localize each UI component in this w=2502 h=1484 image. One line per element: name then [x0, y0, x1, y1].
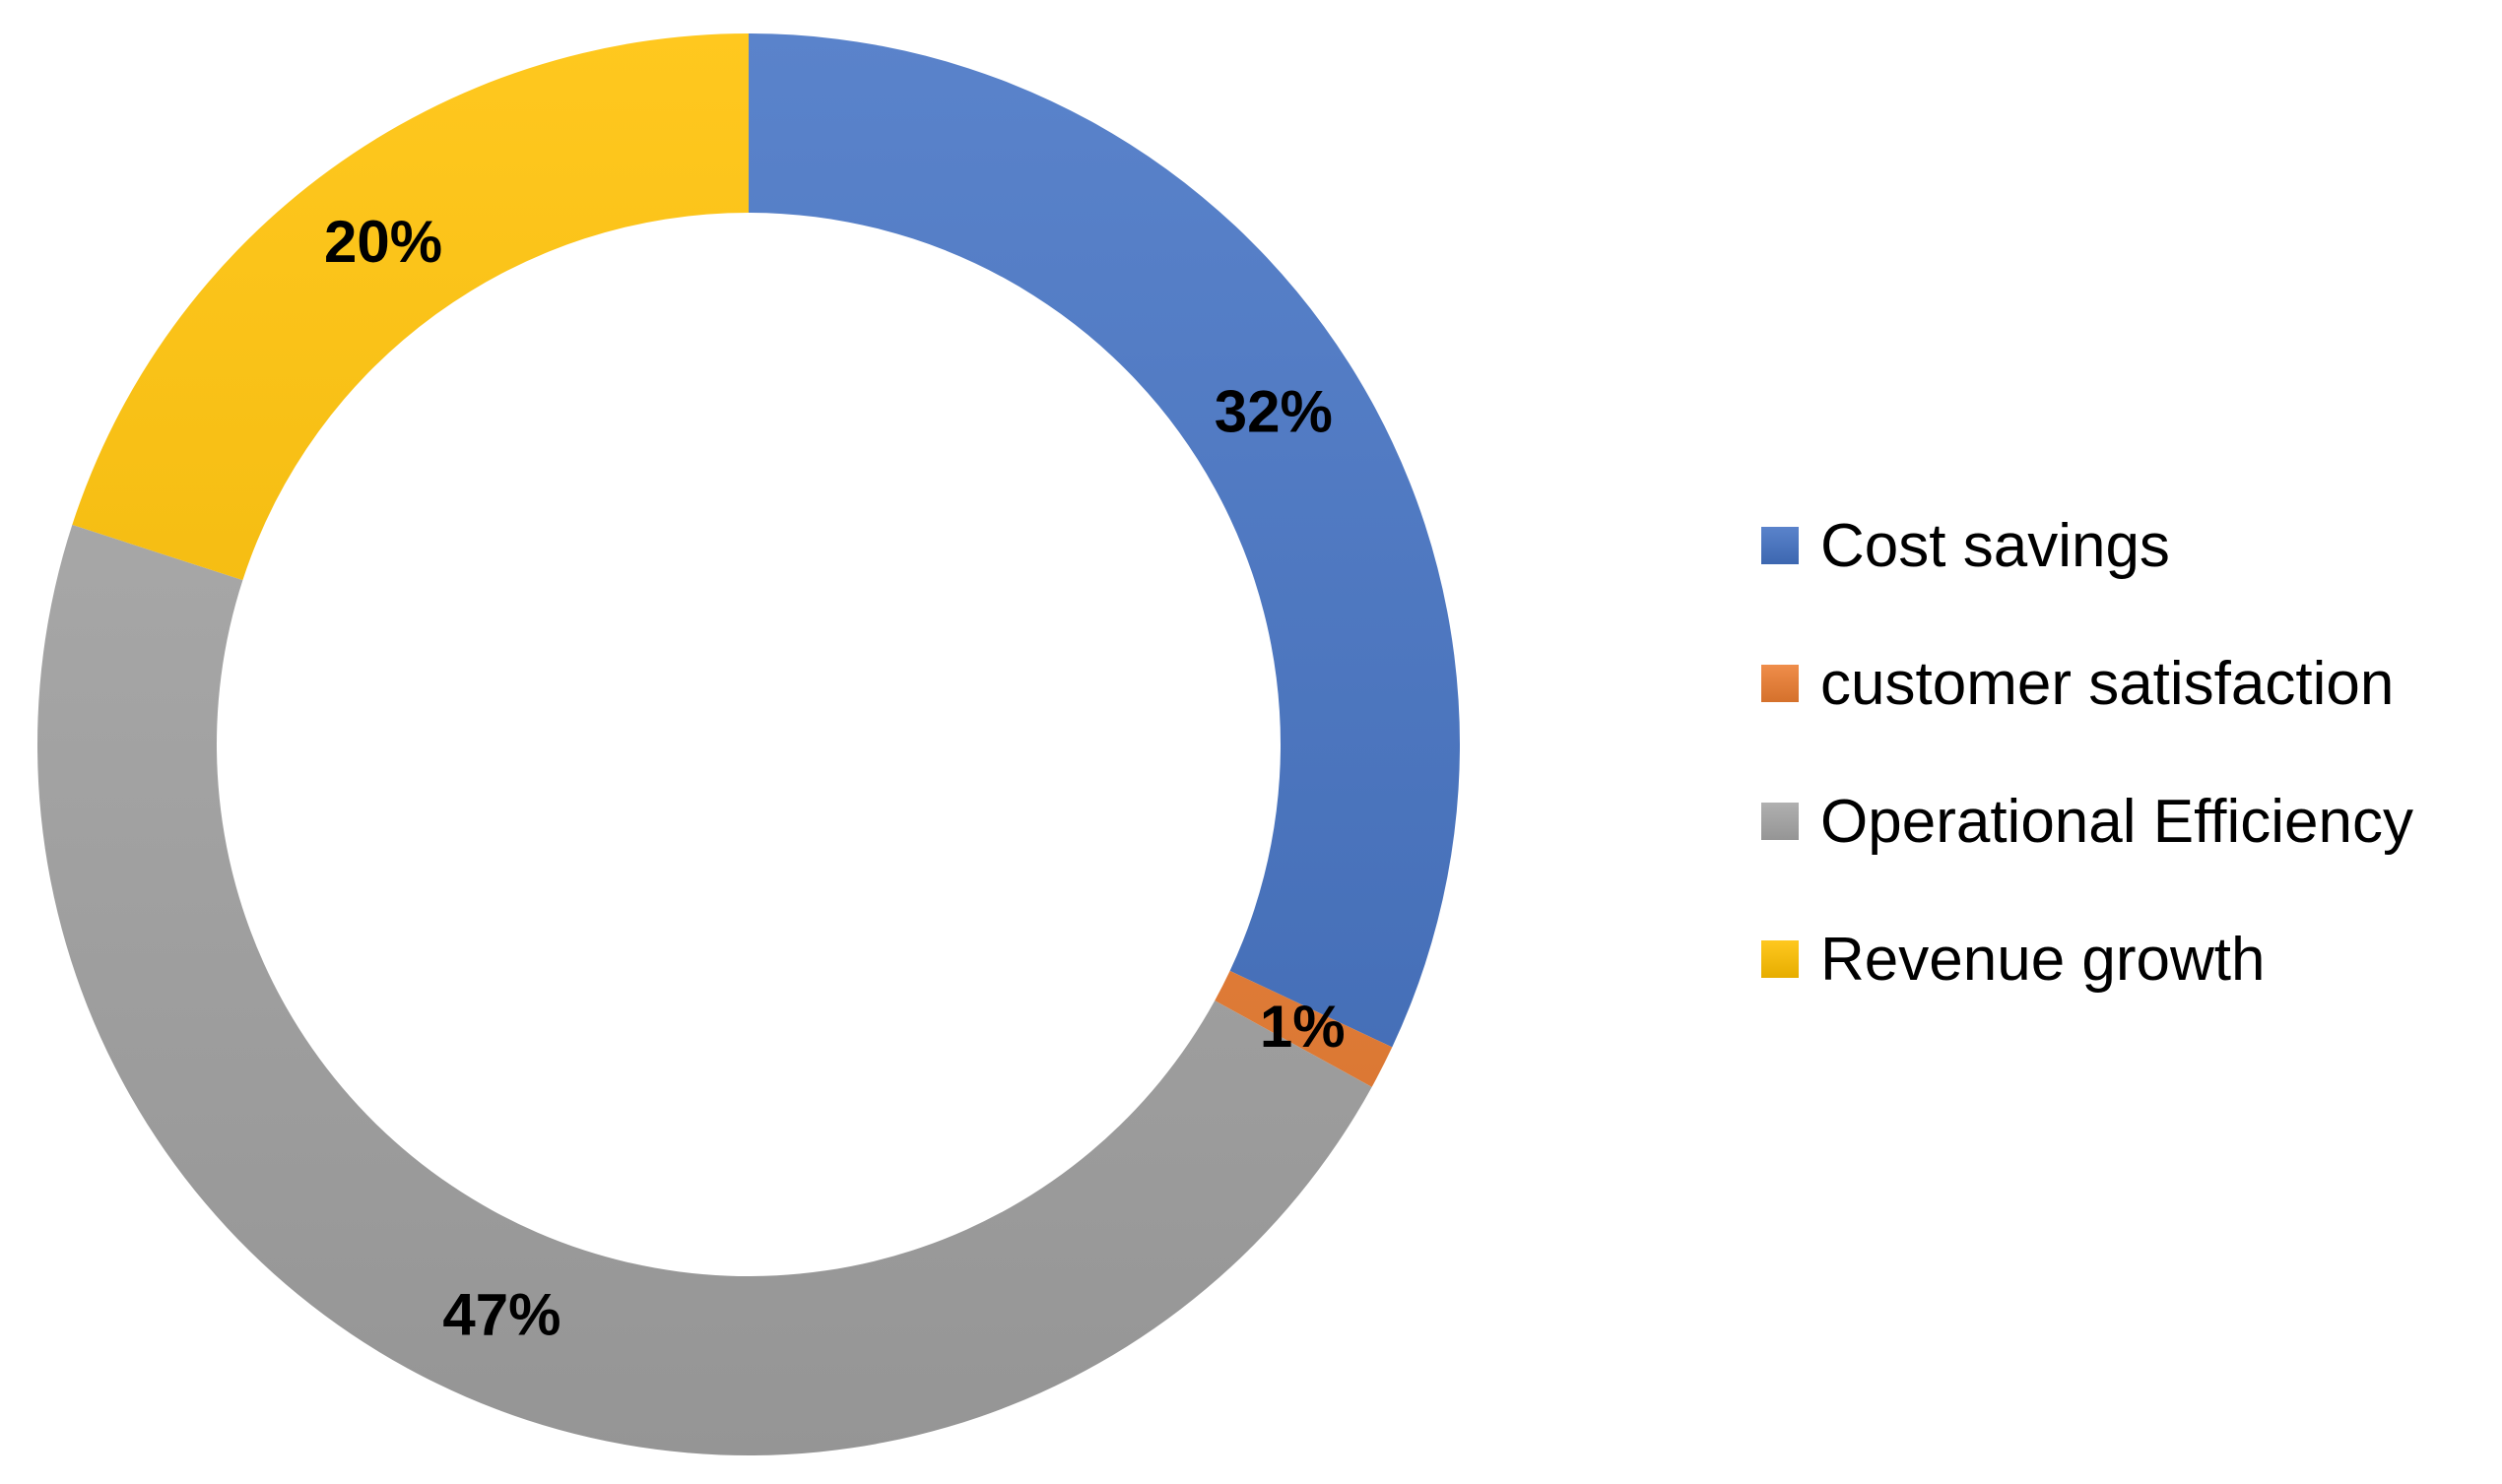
legend-label: Cost savings	[1820, 511, 2170, 580]
legend-swatch-customer-satisfaction	[1761, 665, 1799, 702]
legend-label: Revenue growth	[1820, 925, 2266, 994]
legend-swatch-operational-efficiency	[1761, 803, 1799, 840]
legend-item-cost-savings: Cost savings	[1761, 511, 2413, 580]
legend-label: Operational Efficiency	[1820, 787, 2413, 856]
legend-item-operational-efficiency: Operational Efficiency	[1761, 787, 2413, 856]
data-label-customer-satisfaction: 1%	[1260, 994, 1346, 1060]
donut-slice-revenue-growth	[72, 33, 749, 581]
legend-swatch-cost-savings	[1761, 527, 1799, 564]
slices-group	[36, 33, 1460, 1456]
data-label-revenue-growth: 20%	[324, 209, 442, 275]
data-label-cost-savings: 32%	[1215, 378, 1333, 444]
legend: Cost savings customer satisfaction Operati…	[1761, 512, 2413, 1064]
legend-item-revenue-growth: Revenue growth	[1761, 925, 2413, 994]
donut-slice-operational-efficiency	[36, 524, 1372, 1456]
data-label-operational-efficiency: 47%	[442, 1282, 560, 1348]
donut-slice-customer-satisfaction	[1215, 970, 1393, 1087]
legend-swatch-revenue-growth	[1761, 940, 1799, 978]
donut-slice-cost-savings	[749, 33, 1460, 1048]
legend-label: customer satisfaction	[1820, 649, 2395, 718]
data-labels-group: 32% 1% 47% 20%	[324, 209, 1346, 1348]
legend-item-customer-satisfaction: customer satisfaction	[1761, 649, 2413, 718]
